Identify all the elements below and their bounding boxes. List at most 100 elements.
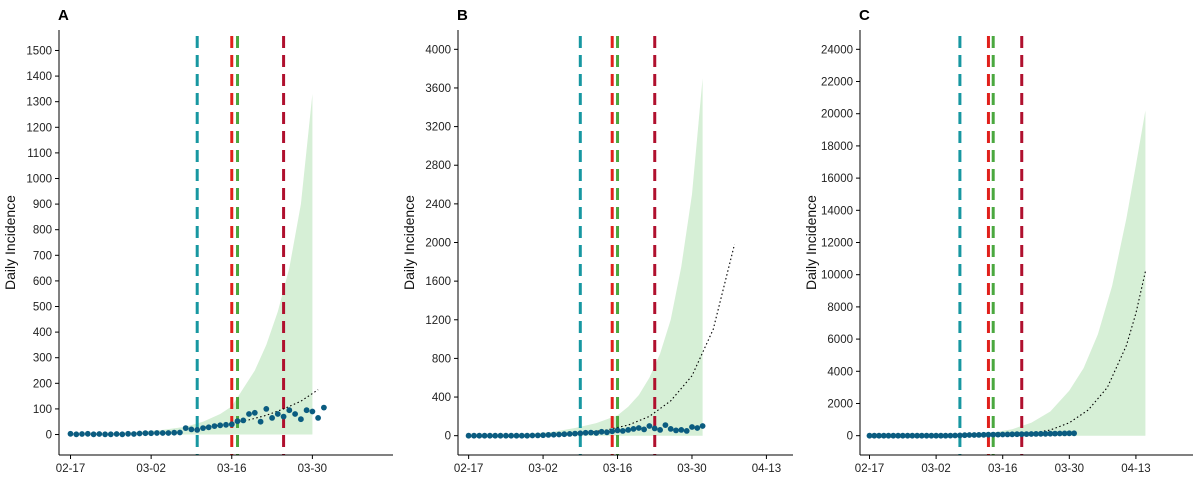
data-point — [1071, 430, 1077, 437]
data-point — [503, 432, 509, 439]
data-point — [292, 411, 298, 417]
y-tick-label: 4000 — [425, 44, 451, 56]
data-point — [995, 431, 1001, 438]
data-point — [1023, 431, 1030, 437]
data-point — [890, 432, 897, 439]
y-tick-label: 2000 — [425, 238, 451, 250]
data-point — [205, 424, 212, 431]
data-point — [1004, 431, 1011, 438]
data-point — [107, 431, 114, 438]
data-point — [142, 430, 149, 437]
data-point — [84, 430, 91, 437]
data-point — [619, 428, 626, 434]
data-point — [119, 431, 126, 438]
x-tick-label: 03-30 — [1055, 463, 1084, 475]
data-point — [471, 432, 477, 439]
data-point — [635, 425, 642, 431]
data-point — [90, 431, 97, 438]
y-tick-label: 12000 — [821, 238, 853, 250]
data-point — [1056, 430, 1063, 437]
data-point — [200, 425, 206, 431]
y-tick-label: 16000 — [821, 173, 853, 185]
data-point — [263, 406, 270, 412]
data-point — [465, 432, 472, 439]
data-point — [914, 432, 920, 439]
x-tick-label: 04-13 — [752, 463, 781, 475]
data-point — [177, 429, 183, 436]
data-point — [1009, 431, 1016, 438]
y-tick-label: 1300 — [26, 97, 52, 109]
y-tick-label: 400 — [33, 327, 52, 339]
data-point — [188, 426, 195, 433]
data-point — [508, 432, 515, 439]
data-point — [938, 432, 944, 439]
data-point — [556, 431, 562, 438]
y-tick-label: 1500 — [26, 45, 52, 57]
data-point — [566, 431, 573, 437]
data-point — [880, 432, 887, 439]
y-tick-label: 22000 — [821, 77, 853, 89]
data-point — [966, 432, 973, 438]
data-point — [540, 432, 546, 439]
data-point — [497, 432, 504, 439]
data-point — [1014, 431, 1020, 438]
data-point — [550, 431, 557, 438]
data-point — [976, 432, 982, 438]
data-point — [957, 432, 963, 439]
y-tick-label: 2400 — [425, 199, 451, 211]
data-point — [309, 408, 316, 415]
x-tick-label: 04-13 — [1121, 463, 1150, 475]
x-tick-label: 03-02 — [921, 463, 950, 475]
data-point — [673, 427, 679, 434]
data-point — [234, 418, 241, 425]
y-axis-title: Daily Incidence — [2, 195, 18, 290]
data-point — [572, 430, 578, 437]
data-point — [593, 430, 600, 436]
y-tick-label: 0 — [46, 430, 52, 442]
y-tick-label: 3200 — [425, 122, 451, 134]
data-point — [990, 431, 997, 438]
data-point — [286, 407, 293, 414]
data-point — [923, 432, 930, 439]
y-axis-title: Daily Incidence — [401, 195, 417, 290]
data-point — [866, 432, 873, 439]
data-point — [630, 426, 637, 432]
data-point — [1033, 431, 1039, 437]
data-point — [699, 423, 706, 429]
data-point — [588, 429, 594, 436]
data-point — [298, 416, 304, 423]
data-point — [518, 432, 525, 439]
y-tick-label: 1600 — [425, 276, 451, 288]
data-point — [694, 425, 701, 431]
data-point — [985, 431, 992, 438]
data-point — [217, 422, 224, 429]
data-point — [662, 422, 669, 428]
data-point — [683, 428, 690, 434]
y-axis-title: Daily Incidence — [803, 195, 819, 290]
x-tick-label: 03-30 — [677, 463, 706, 475]
data-point — [1047, 430, 1054, 437]
y-tick-label: 0 — [445, 431, 451, 443]
x-tick-label: 03-02 — [136, 463, 165, 475]
panel-label: A — [58, 7, 69, 24]
data-point — [545, 432, 552, 438]
y-tick-label: 8000 — [827, 302, 853, 314]
y-tick-label: 1000 — [26, 173, 52, 185]
y-tick-label: 800 — [432, 353, 451, 365]
data-point — [524, 432, 530, 439]
data-point — [211, 423, 218, 429]
x-tick-label: 03-16 — [217, 463, 246, 475]
y-tick-label: 1100 — [27, 148, 52, 160]
data-point — [125, 430, 131, 437]
panel-label: C — [859, 7, 870, 24]
data-point — [1061, 430, 1068, 437]
data-point — [113, 431, 120, 437]
y-tick-label: 700 — [33, 250, 52, 262]
prediction-band — [869, 110, 1146, 436]
y-tick-label: 400 — [432, 392, 451, 404]
data-point — [657, 427, 663, 433]
data-point — [942, 432, 949, 439]
data-point — [646, 423, 653, 429]
y-tick-label: 2800 — [425, 160, 451, 172]
x-tick-label: 03-16 — [603, 463, 632, 475]
